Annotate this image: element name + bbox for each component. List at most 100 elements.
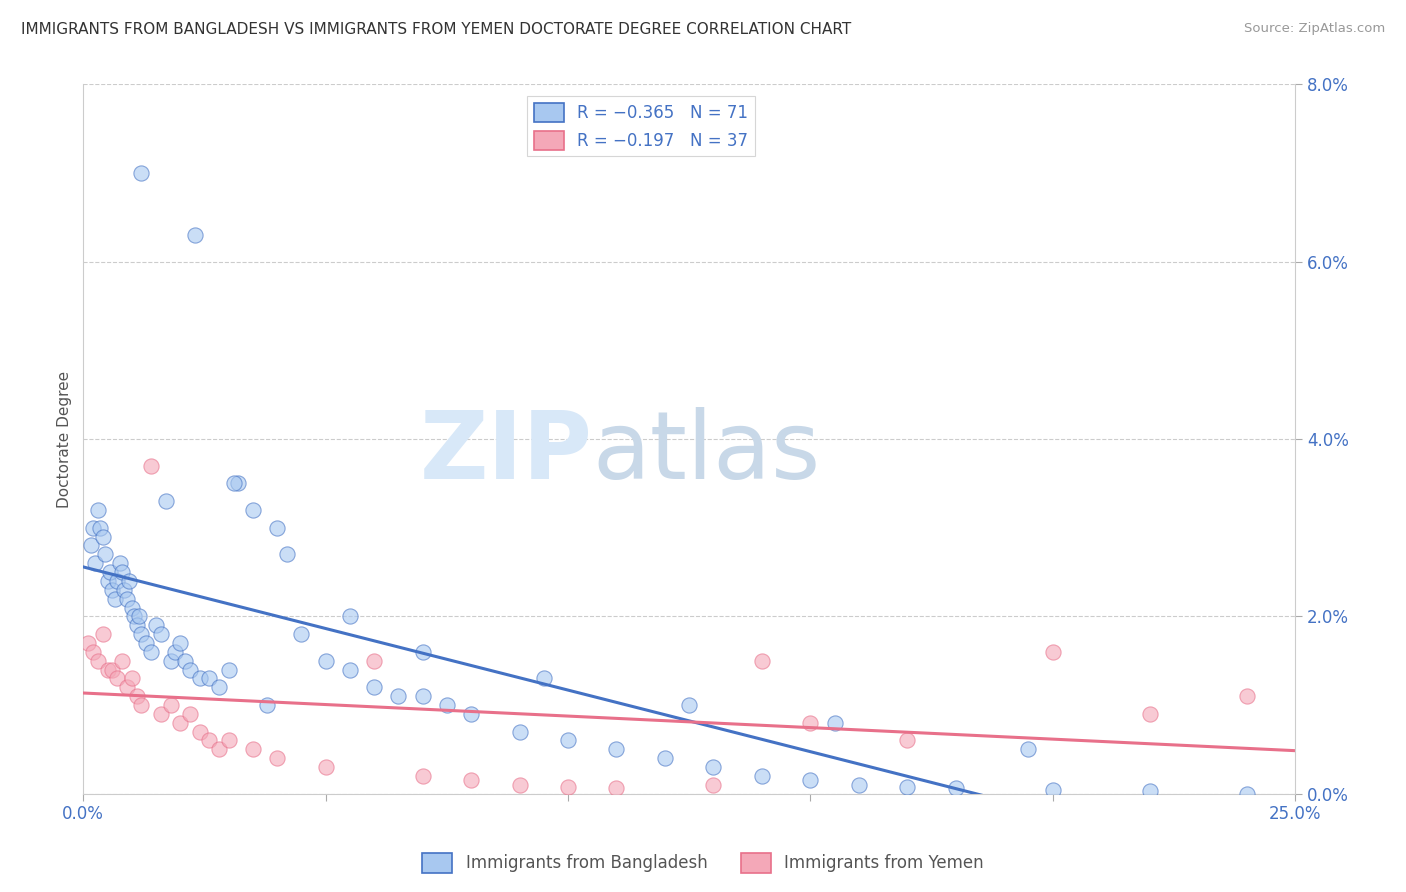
Point <box>79 538 101 552</box>
Point <box>198 672 221 686</box>
Point <box>605 781 627 796</box>
Legend: R = −0.365   N = 71, R = −0.197   N = 37: R = −0.365 N = 71, R = −0.197 N = 37 <box>527 96 755 156</box>
Point <box>131 166 153 180</box>
Point <box>945 781 967 796</box>
Point <box>128 609 150 624</box>
Point <box>412 769 434 783</box>
Point <box>654 751 676 765</box>
Text: atlas: atlas <box>592 408 821 500</box>
Point <box>184 228 207 243</box>
Point <box>242 742 264 756</box>
Point <box>111 565 134 579</box>
Point <box>228 476 250 491</box>
Point <box>121 672 143 686</box>
Point <box>339 609 361 624</box>
Point <box>799 715 821 730</box>
Point <box>179 706 201 721</box>
Point <box>412 645 434 659</box>
Point <box>96 574 118 588</box>
Point <box>387 689 409 703</box>
Text: IMMIGRANTS FROM BANGLADESH VS IMMIGRANTS FROM YEMEN DOCTORATE DEGREE CORRELATION: IMMIGRANTS FROM BANGLADESH VS IMMIGRANTS… <box>21 22 852 37</box>
Point <box>315 654 337 668</box>
Point <box>115 681 138 695</box>
Point <box>702 760 724 774</box>
Point <box>508 724 530 739</box>
Point <box>77 636 100 650</box>
Point <box>1042 783 1064 797</box>
Point <box>89 521 111 535</box>
Point <box>149 627 172 641</box>
Point <box>87 503 110 517</box>
Point <box>98 565 121 579</box>
Point <box>824 715 846 730</box>
Point <box>91 627 114 641</box>
Point <box>460 706 482 721</box>
Point <box>91 530 114 544</box>
Point <box>1017 742 1039 756</box>
Point <box>702 778 724 792</box>
Text: Source: ZipAtlas.com: Source: ZipAtlas.com <box>1244 22 1385 36</box>
Point <box>198 733 221 747</box>
Point <box>363 681 385 695</box>
Point <box>84 556 107 570</box>
Point <box>188 724 211 739</box>
Point <box>339 663 361 677</box>
Point <box>82 645 104 659</box>
Point <box>145 618 167 632</box>
Point <box>1236 787 1258 801</box>
Point <box>1042 645 1064 659</box>
Point <box>104 591 127 606</box>
Point <box>848 778 870 792</box>
Point <box>159 698 181 712</box>
Point <box>105 574 128 588</box>
Point <box>266 751 288 765</box>
Point <box>751 769 773 783</box>
Point <box>165 645 187 659</box>
Point <box>605 742 627 756</box>
Point <box>896 733 918 747</box>
Point <box>94 547 117 561</box>
Point <box>290 627 312 641</box>
Point <box>87 654 110 668</box>
Point <box>1139 784 1161 798</box>
Point <box>122 609 145 624</box>
Point <box>149 706 172 721</box>
Point <box>266 521 288 535</box>
Point <box>436 698 458 712</box>
Point <box>141 645 163 659</box>
Point <box>1236 689 1258 703</box>
Point <box>508 778 530 792</box>
Point <box>218 733 240 747</box>
Point <box>169 715 191 730</box>
Legend: Immigrants from Bangladesh, Immigrants from Yemen: Immigrants from Bangladesh, Immigrants f… <box>416 847 990 880</box>
Point <box>256 698 278 712</box>
Point <box>276 547 298 561</box>
Point <box>125 689 148 703</box>
Point <box>101 663 124 677</box>
Text: ZIP: ZIP <box>419 408 592 500</box>
Y-axis label: Doctorate Degree: Doctorate Degree <box>58 370 72 508</box>
Point <box>105 672 128 686</box>
Point <box>115 591 138 606</box>
Point <box>533 672 555 686</box>
Point <box>315 760 337 774</box>
Point <box>1139 706 1161 721</box>
Point <box>141 458 163 473</box>
Point <box>155 494 177 508</box>
Point <box>222 476 245 491</box>
Point <box>101 582 124 597</box>
Point <box>208 742 231 756</box>
Point <box>108 556 131 570</box>
Point <box>799 773 821 788</box>
Point <box>678 698 700 712</box>
Point <box>557 733 579 747</box>
Point <box>118 574 141 588</box>
Point <box>159 654 181 668</box>
Point <box>82 521 104 535</box>
Point <box>169 636 191 650</box>
Point <box>557 780 579 794</box>
Point <box>125 618 148 632</box>
Point <box>114 582 136 597</box>
Point <box>751 654 773 668</box>
Point <box>412 689 434 703</box>
